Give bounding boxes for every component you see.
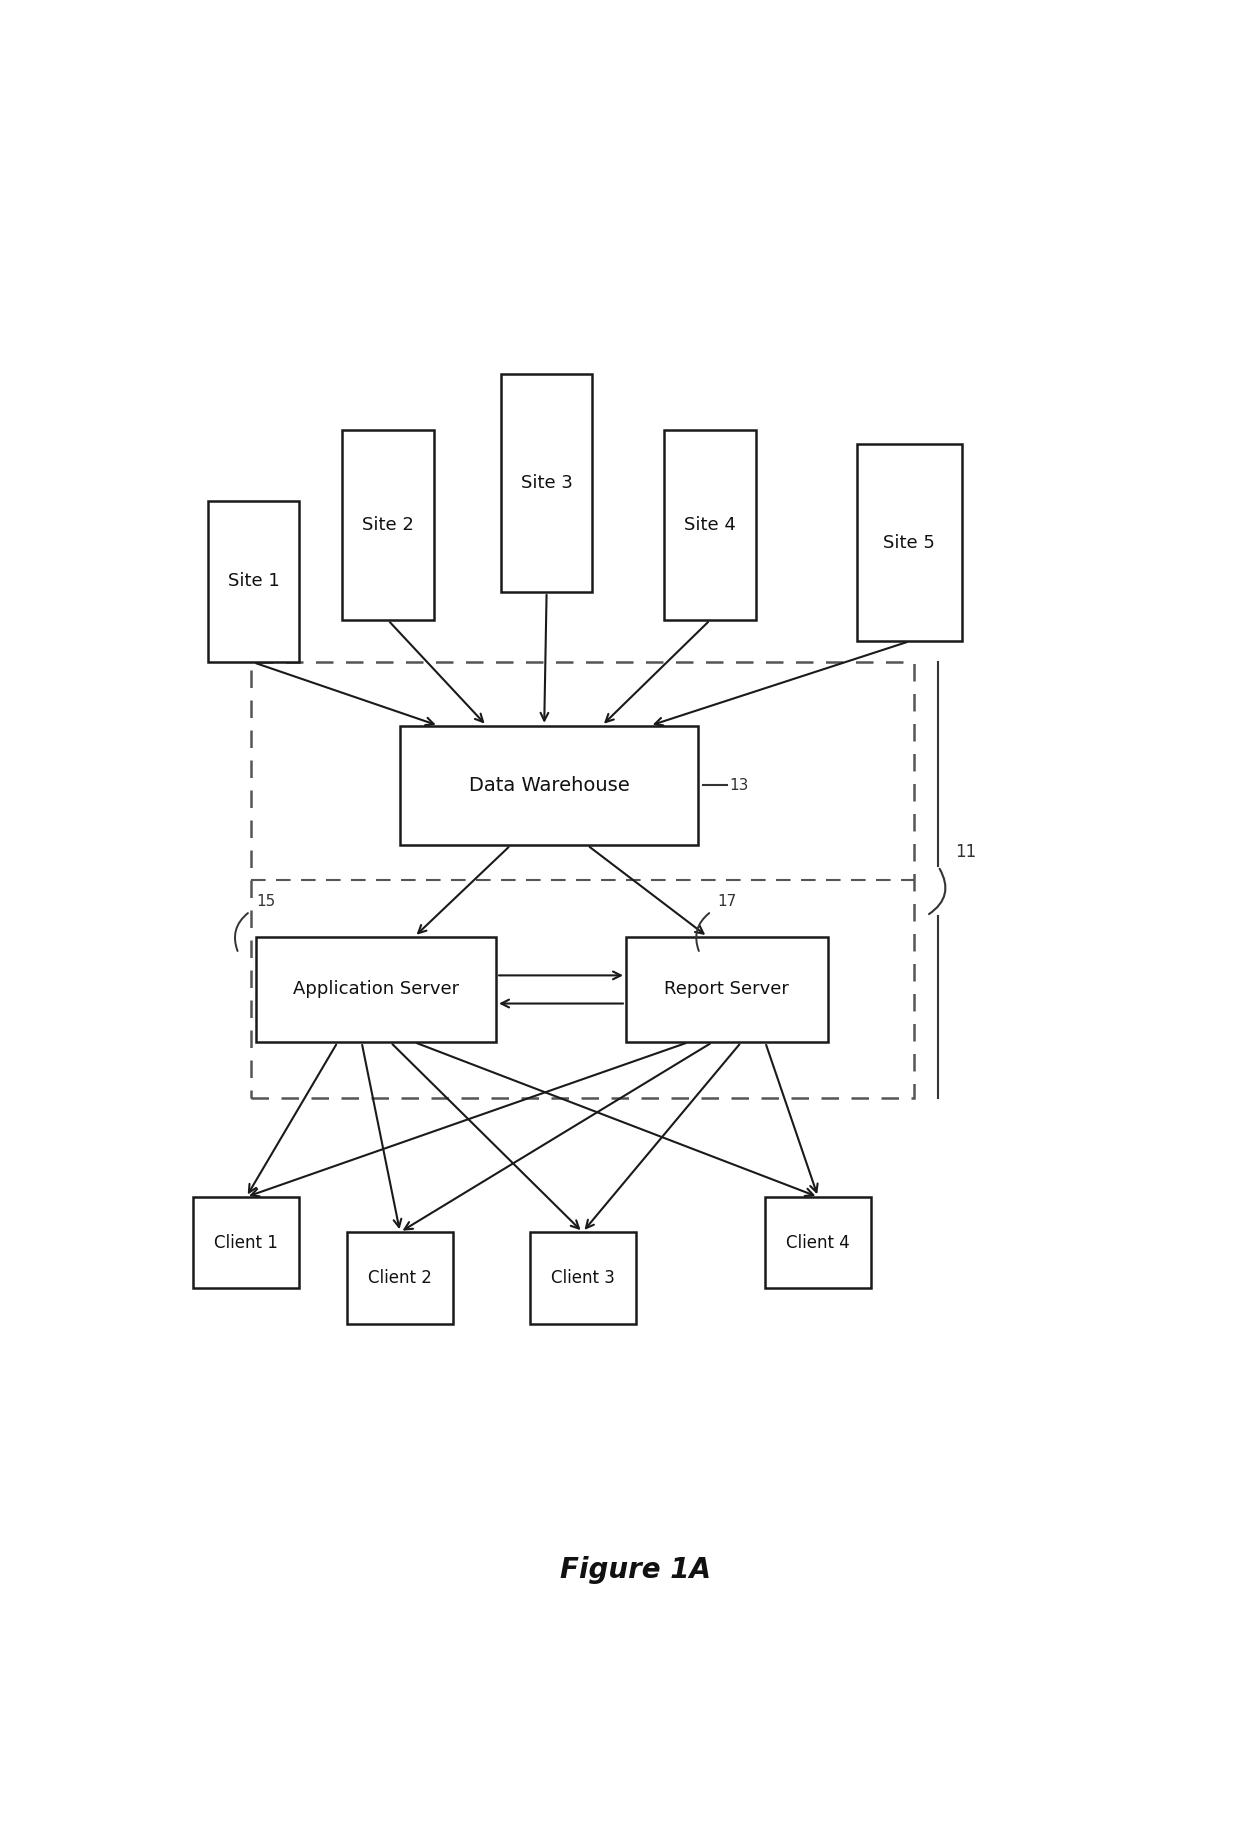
Bar	[255, 937, 496, 1041]
Text: Site 1: Site 1	[228, 572, 279, 590]
Text: Client 3: Client 3	[551, 1268, 615, 1286]
Text: 11: 11	[956, 844, 977, 861]
Text: Site 3: Site 3	[521, 473, 573, 491]
Bar	[401, 725, 698, 846]
Bar	[857, 444, 962, 641]
Text: Data Warehouse: Data Warehouse	[469, 776, 630, 795]
Text: Site 5: Site 5	[883, 533, 935, 552]
Text: Report Server: Report Server	[665, 981, 789, 999]
Text: Site 4: Site 4	[684, 517, 735, 533]
Text: 13: 13	[729, 778, 749, 793]
Text: Client 4: Client 4	[786, 1233, 849, 1251]
Bar	[665, 429, 755, 619]
Bar	[529, 1231, 635, 1323]
Text: Application Server: Application Server	[293, 981, 459, 999]
Bar	[765, 1197, 870, 1288]
Bar	[342, 429, 434, 619]
Bar	[501, 375, 593, 592]
Text: Site 2: Site 2	[362, 517, 414, 533]
Bar	[250, 663, 914, 1098]
Text: Client 2: Client 2	[368, 1268, 432, 1286]
Text: Client 1: Client 1	[215, 1233, 278, 1251]
Bar	[208, 501, 299, 663]
Text: 15: 15	[255, 893, 275, 908]
Bar	[626, 937, 828, 1041]
Bar	[193, 1197, 299, 1288]
Text: 17: 17	[717, 893, 737, 908]
Text: Figure 1A: Figure 1A	[560, 1557, 711, 1584]
Bar	[347, 1231, 453, 1323]
